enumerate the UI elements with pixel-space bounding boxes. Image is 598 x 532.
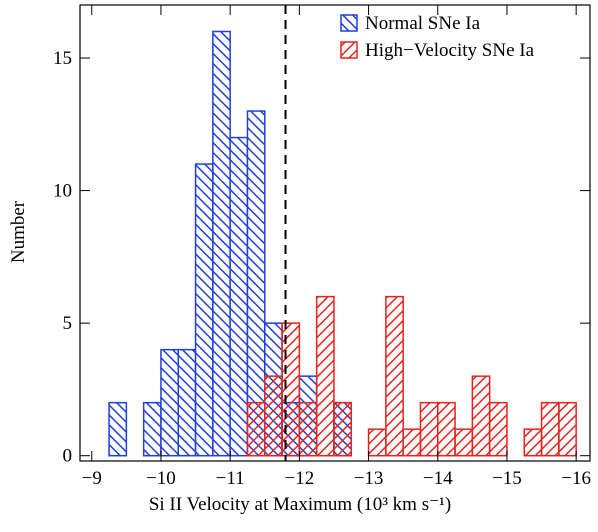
histogram-bar xyxy=(419,401,439,457)
histogram-bar xyxy=(367,428,387,457)
x-tick-label: −9 xyxy=(82,468,102,489)
y-tick-label: 10 xyxy=(53,181,72,202)
x-tick-label: −14 xyxy=(423,468,453,489)
x-tick-label: −15 xyxy=(492,468,522,489)
x-tick-label: −11 xyxy=(216,468,245,489)
y-tick-label: 5 xyxy=(63,313,73,334)
plot-frame xyxy=(79,4,591,462)
x-axis-label: Si II Velocity at Maximum (10³ km s⁻¹) xyxy=(149,494,451,515)
histogram-bar xyxy=(488,401,508,457)
legend-label: High−Velocity SNe Ia xyxy=(365,40,535,61)
histogram-bar xyxy=(471,375,491,457)
legend-swatch xyxy=(340,41,358,59)
histogram-bar xyxy=(540,401,560,457)
histogram-bar xyxy=(229,136,249,457)
y-axis-label: Number xyxy=(8,200,29,263)
histogram-bar xyxy=(402,428,422,457)
histogram-bar xyxy=(333,401,353,457)
histogram-bar xyxy=(108,401,128,457)
legend-swatch xyxy=(340,14,358,32)
histogram-bar xyxy=(437,401,456,457)
histogram-bar xyxy=(177,348,197,457)
histogram-bar xyxy=(558,401,577,457)
histogram-bar xyxy=(142,401,162,457)
histogram-bar xyxy=(385,295,404,457)
histogram-bar xyxy=(246,401,266,457)
histogram-bar xyxy=(264,375,283,457)
x-tick-label: −16 xyxy=(561,468,591,489)
x-tick-label: −10 xyxy=(146,468,176,489)
histogram-bar xyxy=(523,428,543,457)
histogram-bar xyxy=(315,295,335,457)
y-tick-label: 15 xyxy=(53,48,72,69)
histogram-bar xyxy=(298,401,318,457)
histogram-bar xyxy=(160,348,180,457)
histogram-bar xyxy=(454,428,474,457)
histogram-bar xyxy=(194,163,214,457)
legend-label: Normal SNe Ia xyxy=(365,13,481,34)
histogram-bar xyxy=(212,30,231,457)
y-tick-label: 0 xyxy=(63,446,73,467)
x-tick-label: −13 xyxy=(354,468,384,489)
x-tick-label: −12 xyxy=(285,468,315,489)
